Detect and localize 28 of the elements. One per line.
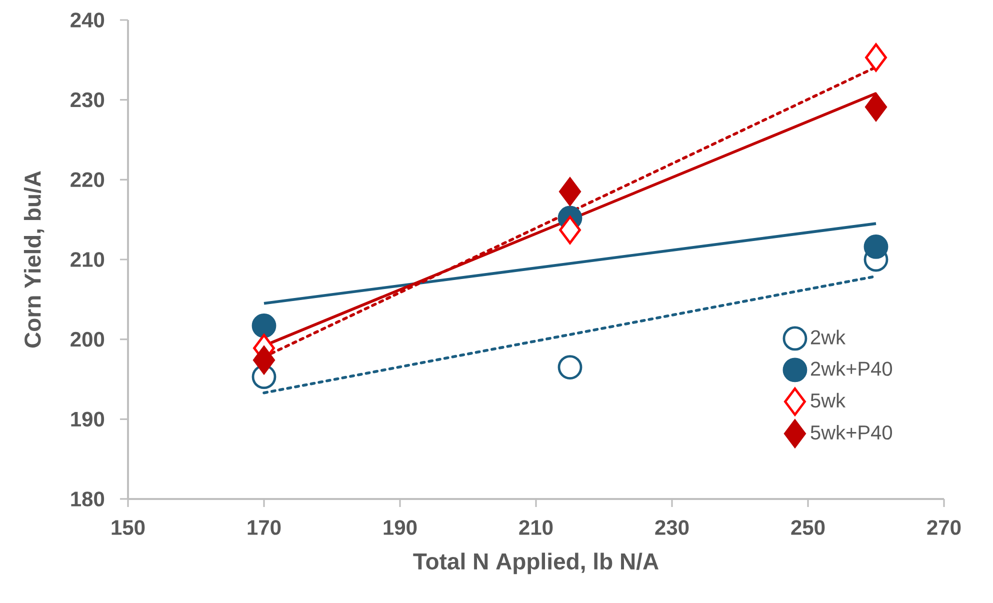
legend-label: 2wk+P40 xyxy=(810,361,892,376)
point xyxy=(865,92,887,122)
point xyxy=(252,314,276,338)
legend-label: 5wk+P40 xyxy=(810,424,892,440)
point xyxy=(864,234,888,259)
x-tick-label: 150 xyxy=(112,520,145,535)
x-tick-label: 250 xyxy=(791,520,825,535)
y-tick-label: 220 xyxy=(70,172,104,188)
y-tick-label: 180 xyxy=(71,492,104,506)
point xyxy=(865,43,887,72)
x-tick-label: 230 xyxy=(655,520,689,535)
legend-label: 2wk xyxy=(810,330,846,344)
point xyxy=(558,355,582,380)
y-tick-label: 200 xyxy=(70,332,104,347)
x-tick-label: 210 xyxy=(519,520,553,535)
x-tick-label: 170 xyxy=(248,520,281,535)
x-axis-title: Total N Applied, lb N/A xyxy=(413,552,658,574)
y-tick-label: 230 xyxy=(70,92,104,108)
y-tick-label: 190 xyxy=(71,412,104,427)
y-tick-label: 240 xyxy=(70,12,104,28)
x-tick-label: 190 xyxy=(384,520,417,535)
legend-label: 5wk xyxy=(810,392,846,408)
point xyxy=(559,177,581,206)
y-tick-label: 210 xyxy=(70,252,104,267)
y-axis-title: Corn Yield, bu/A xyxy=(24,171,44,348)
x-tick-label: 270 xyxy=(927,520,961,535)
point xyxy=(559,216,581,244)
point xyxy=(253,346,275,374)
